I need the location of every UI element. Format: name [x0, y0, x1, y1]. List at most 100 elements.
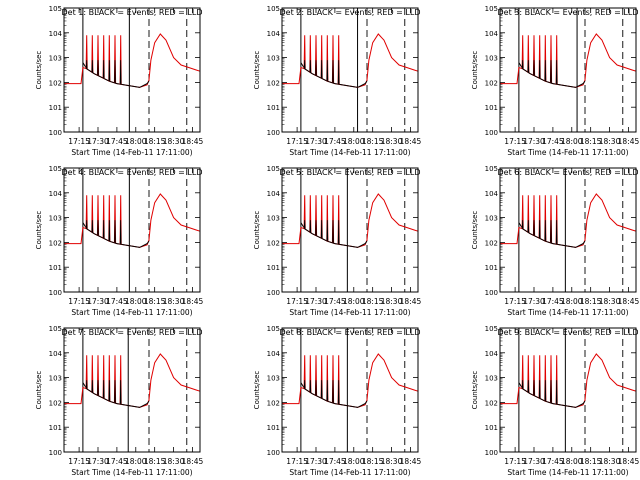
x-tick-label: 17:30 [523, 297, 545, 306]
x-tick-label: 18:15 [580, 297, 602, 306]
x-tick-label: 18:00 [343, 137, 365, 146]
panel-title: Det 6: BLACK = Events, RED = LLD [498, 168, 639, 177]
events-spike [108, 380, 111, 402]
events-spike [320, 380, 323, 399]
x-tick-label: 18:30 [599, 457, 621, 466]
plot-frame [63, 167, 201, 293]
events-spike [326, 60, 329, 82]
y-tick-label: 103 [267, 375, 280, 383]
events-spike [337, 380, 340, 405]
lld-spike [303, 35, 306, 69]
x-tick-label: 17:30 [87, 137, 109, 146]
events-spike [550, 220, 552, 244]
y-tick-label: 105 [485, 5, 498, 13]
y-axis-label: Counts/sec [253, 51, 261, 90]
x-tick-label: 18:45 [618, 297, 640, 306]
y-tick-label: 101 [485, 264, 498, 272]
events-spike [108, 60, 111, 82]
y-tick-label: 105 [267, 165, 280, 173]
y-tick-label: 104 [267, 190, 281, 198]
panel-det-3: 10010110210310410517:1517:3017:4518:0018… [471, 5, 639, 157]
events-spike [533, 380, 535, 396]
y-tick-label: 105 [49, 165, 62, 173]
x-tick-label: 17:45 [106, 137, 128, 146]
x-tick-label: 18:30 [163, 297, 185, 306]
x-axis-label: Start Time (14-Feb-11 17:11:00) [507, 308, 628, 317]
panel-det-4: 10010110210310410517:1517:3017:4518:0018… [35, 165, 203, 317]
events-spike [337, 60, 340, 85]
panel-det-2: 10010110210310410517:1517:3017:4518:0018… [253, 5, 421, 157]
plot-frame [63, 7, 201, 133]
x-tick-label: 17:45 [324, 457, 346, 466]
events-spike [102, 380, 105, 399]
y-tick-label: 100 [49, 289, 62, 297]
events-spike [97, 220, 99, 236]
y-tick-label: 102 [267, 239, 280, 247]
x-tick-label: 17:45 [324, 297, 346, 306]
events-spike [85, 220, 88, 229]
y-tick-label: 102 [485, 399, 498, 407]
y-tick-label: 103 [267, 215, 280, 223]
lld-spike [303, 195, 306, 229]
x-tick-label: 18:30 [163, 137, 185, 146]
x-tick-label: 17:15 [68, 457, 90, 466]
y-tick-label: 102 [49, 399, 62, 407]
events-spike [544, 380, 547, 402]
x-tick-label: 17:15 [286, 137, 308, 146]
y-tick-label: 103 [485, 215, 498, 223]
panel-title: Det 4: BLACK = Events, RED = LLD [62, 168, 203, 177]
events-spike [538, 380, 541, 399]
y-tick-label: 102 [267, 399, 280, 407]
y-tick-label: 105 [485, 165, 498, 173]
y-tick-label: 104 [49, 30, 63, 38]
x-tick-label: 18:00 [125, 137, 147, 146]
y-axis-label: Counts/sec [471, 51, 479, 90]
events-spike [85, 60, 88, 69]
x-tick-label: 17:30 [523, 457, 545, 466]
plot-frame [281, 7, 419, 133]
events-spike [320, 60, 323, 79]
x-tick-label: 18:30 [381, 297, 403, 306]
events-spike [97, 60, 99, 76]
events-spike [527, 220, 530, 233]
lld-spike [85, 35, 88, 69]
y-tick-label: 103 [485, 375, 498, 383]
y-tick-label: 105 [267, 325, 280, 333]
series-lld [64, 193, 201, 248]
events-spike [332, 220, 334, 244]
events-spike [538, 60, 541, 79]
x-tick-label: 17:45 [106, 457, 128, 466]
events-spike [550, 380, 552, 404]
events-spike [114, 380, 116, 404]
events-spike [102, 220, 105, 239]
y-tick-label: 104 [267, 350, 281, 358]
x-tick-label: 17:15 [286, 297, 308, 306]
y-axis-label: Counts/sec [253, 211, 261, 250]
y-tick-label: 103 [49, 375, 62, 383]
panel-det-1: 10010110210310410517:1517:3017:4518:0018… [35, 5, 203, 157]
y-tick-label: 101 [267, 424, 280, 432]
y-tick-label: 102 [49, 239, 62, 247]
events-spike [326, 220, 329, 242]
y-tick-label: 100 [485, 449, 498, 457]
events-spike [521, 60, 524, 69]
y-tick-label: 104 [49, 350, 63, 358]
lld-spike [85, 355, 88, 389]
x-axis-label: Start Time (14-Feb-11 17:11:00) [289, 468, 410, 477]
x-axis-label: Start Time (14-Feb-11 17:11:00) [289, 308, 410, 317]
y-tick-label: 105 [49, 325, 62, 333]
events-spike [303, 220, 306, 229]
x-tick-label: 17:15 [68, 297, 90, 306]
series-lld [500, 193, 637, 248]
y-tick-label: 105 [49, 5, 62, 13]
y-tick-label: 105 [485, 325, 498, 333]
series-lld [500, 353, 637, 408]
events-spike [309, 60, 312, 73]
events-spike [119, 380, 122, 405]
y-tick-label: 100 [49, 129, 62, 137]
panel-det-8: 10010110210310410517:1517:3017:4518:0018… [253, 325, 421, 477]
x-axis-label: Start Time (14-Feb-11 17:11:00) [71, 148, 192, 157]
y-axis-label: Counts/sec [35, 371, 43, 410]
x-tick-label: 18:00 [561, 297, 583, 306]
events-spike [538, 220, 541, 239]
